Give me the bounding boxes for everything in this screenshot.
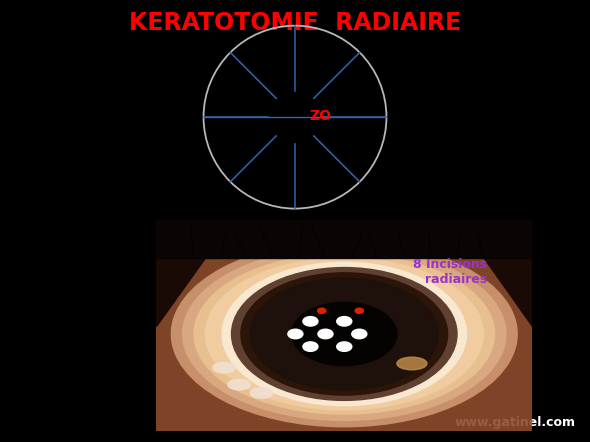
- Ellipse shape: [352, 329, 367, 339]
- Ellipse shape: [397, 357, 427, 370]
- Ellipse shape: [303, 316, 318, 326]
- Text: www.gatinel.com: www.gatinel.com: [454, 416, 575, 429]
- Polygon shape: [156, 220, 231, 325]
- Bar: [156, 220, 532, 258]
- Ellipse shape: [291, 302, 397, 366]
- Ellipse shape: [205, 258, 483, 410]
- Polygon shape: [457, 220, 532, 325]
- Ellipse shape: [183, 248, 506, 420]
- Ellipse shape: [318, 329, 333, 339]
- Ellipse shape: [337, 342, 352, 351]
- Ellipse shape: [222, 262, 467, 406]
- Ellipse shape: [303, 342, 318, 351]
- Ellipse shape: [355, 308, 363, 313]
- Ellipse shape: [231, 267, 457, 400]
- Ellipse shape: [250, 278, 438, 390]
- Ellipse shape: [250, 388, 273, 398]
- Text: 8 Incisions
radiaires: 8 Incisions radiaires: [413, 258, 487, 286]
- Ellipse shape: [337, 316, 352, 326]
- Ellipse shape: [213, 362, 235, 373]
- Ellipse shape: [171, 241, 517, 427]
- Ellipse shape: [317, 308, 326, 313]
- Ellipse shape: [194, 254, 494, 414]
- Ellipse shape: [228, 379, 250, 390]
- Ellipse shape: [241, 273, 448, 395]
- Text: ZO: ZO: [310, 109, 332, 123]
- Ellipse shape: [288, 329, 303, 339]
- Text: KERATOTOMIE  RADIAIRE: KERATOTOMIE RADIAIRE: [129, 11, 461, 35]
